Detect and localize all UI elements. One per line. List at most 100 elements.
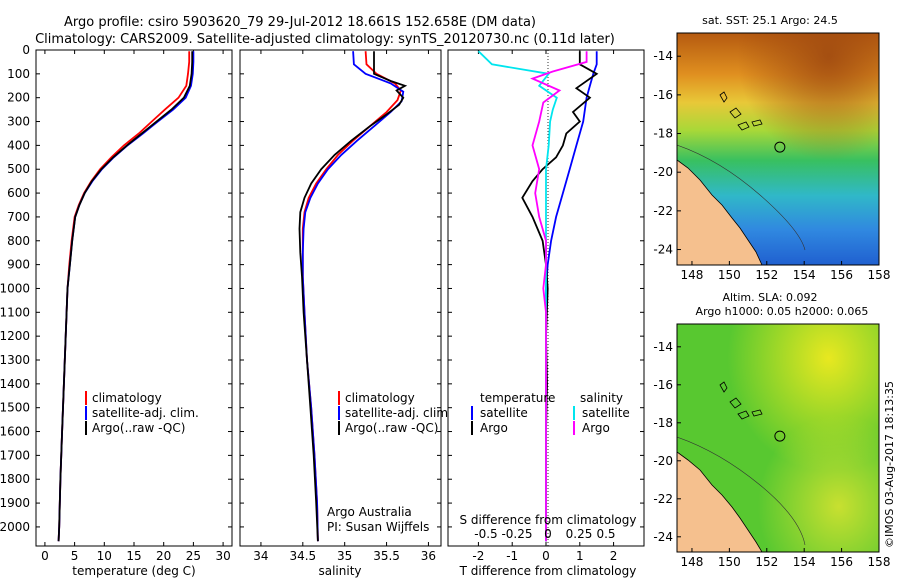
legend-t-argo-label: Argo [480,421,508,435]
s-tick: 0.5 [596,527,615,541]
depth-tick-label: 0 [22,43,30,57]
depth-tick-label: 100 [7,67,30,81]
depth-tick-label: 1500 [0,401,30,415]
depth-tick-label: 1100 [0,305,30,319]
title-line-2: Climatology: CARS2009. Satellite-adjuste… [35,32,615,47]
depth-tick-label: 2000 [0,520,30,534]
series-line-s-argo [530,51,588,542]
x-tick-label: 1 [576,549,584,563]
title-line-1: Argo profile: csiro 5903620_79 29-Jul-20… [64,15,536,30]
depth-tick-label: 1900 [0,496,30,510]
salinity-legend: climatology satellite-adj. clim. Argo(..… [338,391,452,435]
sla-map-frame [676,323,880,553]
pi-name-label: PI: Susan Wijffels [327,520,429,534]
map-y-tick-label: -18 [653,416,673,430]
sst-map: sat. SST: 25.1 Argo: 24.5 148 150 152 154 15… [653,14,890,282]
difference-y-ticks [448,49,644,528]
sla-float-marker [774,430,786,442]
x-tick-label: 25 [186,549,201,563]
salinity-series [298,51,408,542]
map-x-tick-label: 152 [755,268,778,282]
legend-satellite-label: satellite-adj. clim. [345,406,452,420]
sla-map-axes: 148 150 152 154 156 158 -14 -16 -18 -20 -22 -24 [653,340,890,569]
series-line-argo-raw-qc- [298,51,408,542]
depth-tick-label: 1400 [0,377,30,391]
legend-salinity-title: salinity [580,391,623,405]
sst-map-axes: 148 150 152 154 156 158 -14 -16 -18 -20 -22 -24 [653,49,890,282]
map-y-tick-label: -14 [653,49,673,63]
map-x-tick-label: 148 [681,555,704,569]
depth-tick-label: 500 [7,162,30,176]
x-tick-label: 20 [156,549,171,563]
s-tick: 0 [544,527,552,541]
depth-tick-label: 1800 [0,472,30,486]
map-y-tick-label: -16 [653,88,673,102]
salinity-x-axis: 34 34.5 35 35.5 36 [253,50,436,563]
temperature-panel: 0100200300400500600700800900100011001200… [0,43,233,578]
sla-reefs [719,381,763,420]
s-tick: 0.25 [566,527,593,541]
sst-reefs [719,91,763,131]
x-tick-label: 5 [71,549,79,563]
x-tick-label: 0 [542,549,550,563]
map-y-tick-label: -20 [653,165,673,179]
salinity-y-ticks [240,49,441,528]
sla-shelf-contour [677,436,806,546]
s-tick: -0.5 [474,527,497,541]
x-tick-label: 0 [41,549,49,563]
temperature-xlabel: temperature (deg C) [72,564,195,578]
series-line-argo-raw-qc- [57,51,194,542]
difference-panel: -2 -1 0 1 2 T difference from climatology S … [447,49,645,578]
depth-tick-label: 400 [7,138,30,152]
x-tick-label: 2 [610,549,618,563]
map-y-tick-label: -22 [653,492,673,506]
sst-float-marker [774,141,786,153]
map-x-tick-label: 150 [718,268,741,282]
map-x-tick-label: 156 [830,268,853,282]
salinity-plot-frame [239,49,442,547]
s-tick: -0.25 [501,527,532,541]
depth-tick-label: 1200 [0,329,30,343]
sst-shelf-contour [677,144,806,251]
sla-map: Altim. SLA: 0.092 Argo h1000: 0.05 h2000… [653,291,890,569]
legend-climatology-label: climatology [92,391,162,405]
salinity-panel: 34 34.5 35 35.5 36 salinity climatology sate… [239,49,452,578]
depth-tick-label: 1600 [0,425,30,439]
map-y-tick-label: -24 [653,530,673,544]
legend-t-satellite-label: satellite [480,406,528,420]
temperature-legend: climatology satellite-adj. clim. Argo(..… [85,391,199,435]
x-tick-label: 15 [126,549,141,563]
depth-tick-label: 600 [7,186,30,200]
salinity-xlabel: salinity [318,564,361,578]
depth-tick-label: 900 [7,258,30,272]
x-tick-label: 10 [97,549,112,563]
legend-climatology-label: climatology [345,391,415,405]
x-tick-label: 34.5 [289,549,316,563]
series-line-s-satellite [477,50,558,542]
legend-satellite-label: satellite-adj. clim. [92,406,199,420]
legend-temperature-title: temperature [480,391,555,405]
difference-series [477,50,599,542]
legend-s-satellite-label: satellite [582,406,630,420]
x-tick-label: 30 [215,549,230,563]
temperature-x-axis: 0 5 10 15 20 25 30 [41,50,231,563]
map-y-tick-label: -16 [653,378,673,392]
map-y-tick-label: -24 [653,243,673,257]
sst-map-frame [676,32,880,266]
argo-australia-label: Argo Australia [327,505,412,519]
depth-tick-label: 200 [7,91,30,105]
map-x-tick-label: 158 [868,268,891,282]
sla-land [677,451,763,552]
map-x-tick-label: 158 [868,555,891,569]
legend-s-argo-label: Argo [582,421,610,435]
x-tick-label: 35 [337,549,352,563]
depth-tick-label: 1300 [0,353,30,367]
sla-map-title-1: Altim. SLA: 0.092 [722,291,817,304]
sla-map-title-2: Argo h1000: 0.05 h2000: 0.065 [696,305,869,318]
depth-tick-label: 1700 [0,448,30,462]
temperature-plot-frame [35,49,233,547]
map-x-tick-label: 148 [681,268,704,282]
depth-tick-label: 1000 [0,281,30,295]
map-x-tick-label: 154 [793,268,816,282]
sst-land [677,159,763,265]
